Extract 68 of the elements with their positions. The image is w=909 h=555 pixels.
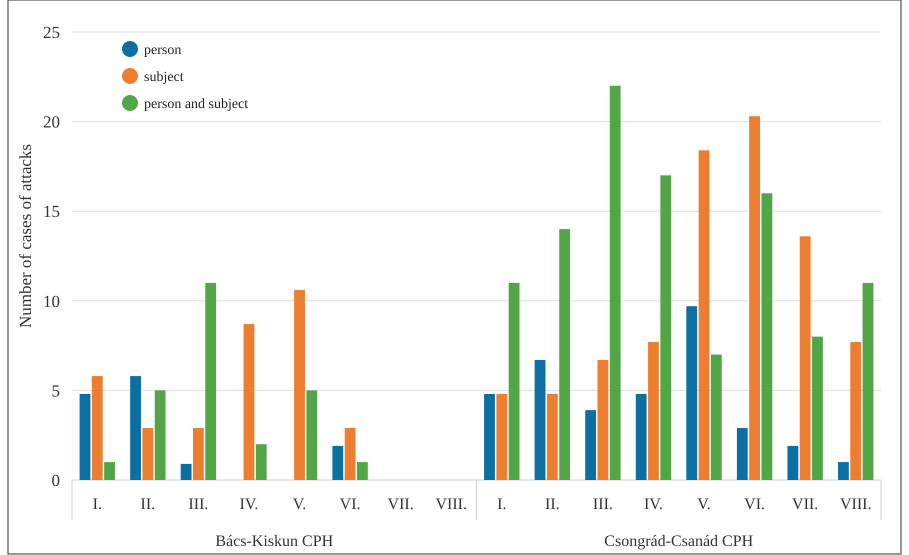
bar bbox=[749, 116, 760, 480]
x-tick-label: III. bbox=[188, 496, 208, 513]
bar bbox=[761, 193, 772, 480]
bar bbox=[205, 282, 216, 480]
y-axis-title: Number of cases of attacks bbox=[16, 144, 35, 328]
legend-label: person bbox=[144, 42, 182, 58]
x-tick-label: III. bbox=[592, 496, 613, 513]
bar bbox=[546, 394, 558, 480]
x-tick-label: VII. bbox=[388, 496, 414, 513]
bar bbox=[598, 360, 608, 480]
bar bbox=[736, 428, 748, 480]
bar bbox=[636, 394, 647, 480]
bar bbox=[559, 229, 570, 480]
bar bbox=[698, 150, 710, 480]
bar bbox=[648, 342, 659, 480]
x-tick-label: V. bbox=[697, 496, 711, 513]
y-tick-label: 25 bbox=[43, 22, 60, 42]
x-tick-label: VIII. bbox=[840, 496, 872, 513]
x-tick-label: VI. bbox=[340, 496, 361, 513]
x-tick-label: I. bbox=[497, 496, 506, 513]
x-tick-label: VIII. bbox=[435, 496, 467, 513]
x-tick-label: I. bbox=[92, 496, 102, 513]
bar bbox=[610, 86, 621, 480]
bar bbox=[812, 336, 823, 480]
bar bbox=[585, 410, 596, 480]
bar bbox=[484, 394, 495, 480]
x-tick-label: IV. bbox=[240, 496, 258, 513]
bar bbox=[154, 390, 166, 480]
bar bbox=[862, 282, 874, 480]
bar bbox=[180, 464, 192, 480]
y-tick-label: 0 bbox=[52, 470, 60, 490]
bar bbox=[80, 394, 90, 480]
bar bbox=[496, 394, 508, 480]
bar bbox=[850, 342, 862, 480]
bar bbox=[306, 390, 318, 480]
bar bbox=[193, 428, 204, 480]
bar bbox=[356, 462, 368, 480]
y-tick-label: 20 bbox=[43, 112, 60, 132]
y-tick-label: 15 bbox=[43, 202, 60, 222]
bar bbox=[686, 306, 698, 480]
bar bbox=[244, 324, 254, 480]
y-tick-label: 10 bbox=[43, 292, 60, 311]
x-tick-label: V. bbox=[292, 496, 306, 513]
bar bbox=[142, 428, 154, 480]
bar bbox=[256, 444, 267, 480]
bar bbox=[710, 354, 722, 480]
bar bbox=[508, 282, 520, 480]
legend-label: person and subject bbox=[144, 96, 248, 112]
bar bbox=[838, 462, 849, 480]
x-tick-label: VII. bbox=[792, 496, 818, 513]
bar bbox=[534, 360, 546, 480]
bar bbox=[787, 446, 798, 480]
bar bbox=[800, 236, 811, 480]
bar bbox=[130, 376, 141, 480]
bar bbox=[104, 462, 115, 480]
x-tick-label: II. bbox=[545, 496, 560, 513]
x-tick-label: IV. bbox=[644, 496, 663, 513]
legend-label: subject bbox=[144, 70, 184, 85]
bar bbox=[92, 376, 103, 480]
text: Csongrád-Csanád CPH bbox=[604, 533, 754, 550]
bar bbox=[294, 290, 305, 480]
bar bbox=[660, 175, 672, 480]
text: Bács-Kiskun CPH bbox=[215, 533, 334, 550]
y-tick-label: 5 bbox=[52, 381, 60, 400]
x-tick-label: II. bbox=[140, 496, 156, 513]
bar bbox=[332, 446, 344, 480]
x-tick-label: VI. bbox=[744, 496, 766, 513]
bar bbox=[344, 428, 356, 480]
